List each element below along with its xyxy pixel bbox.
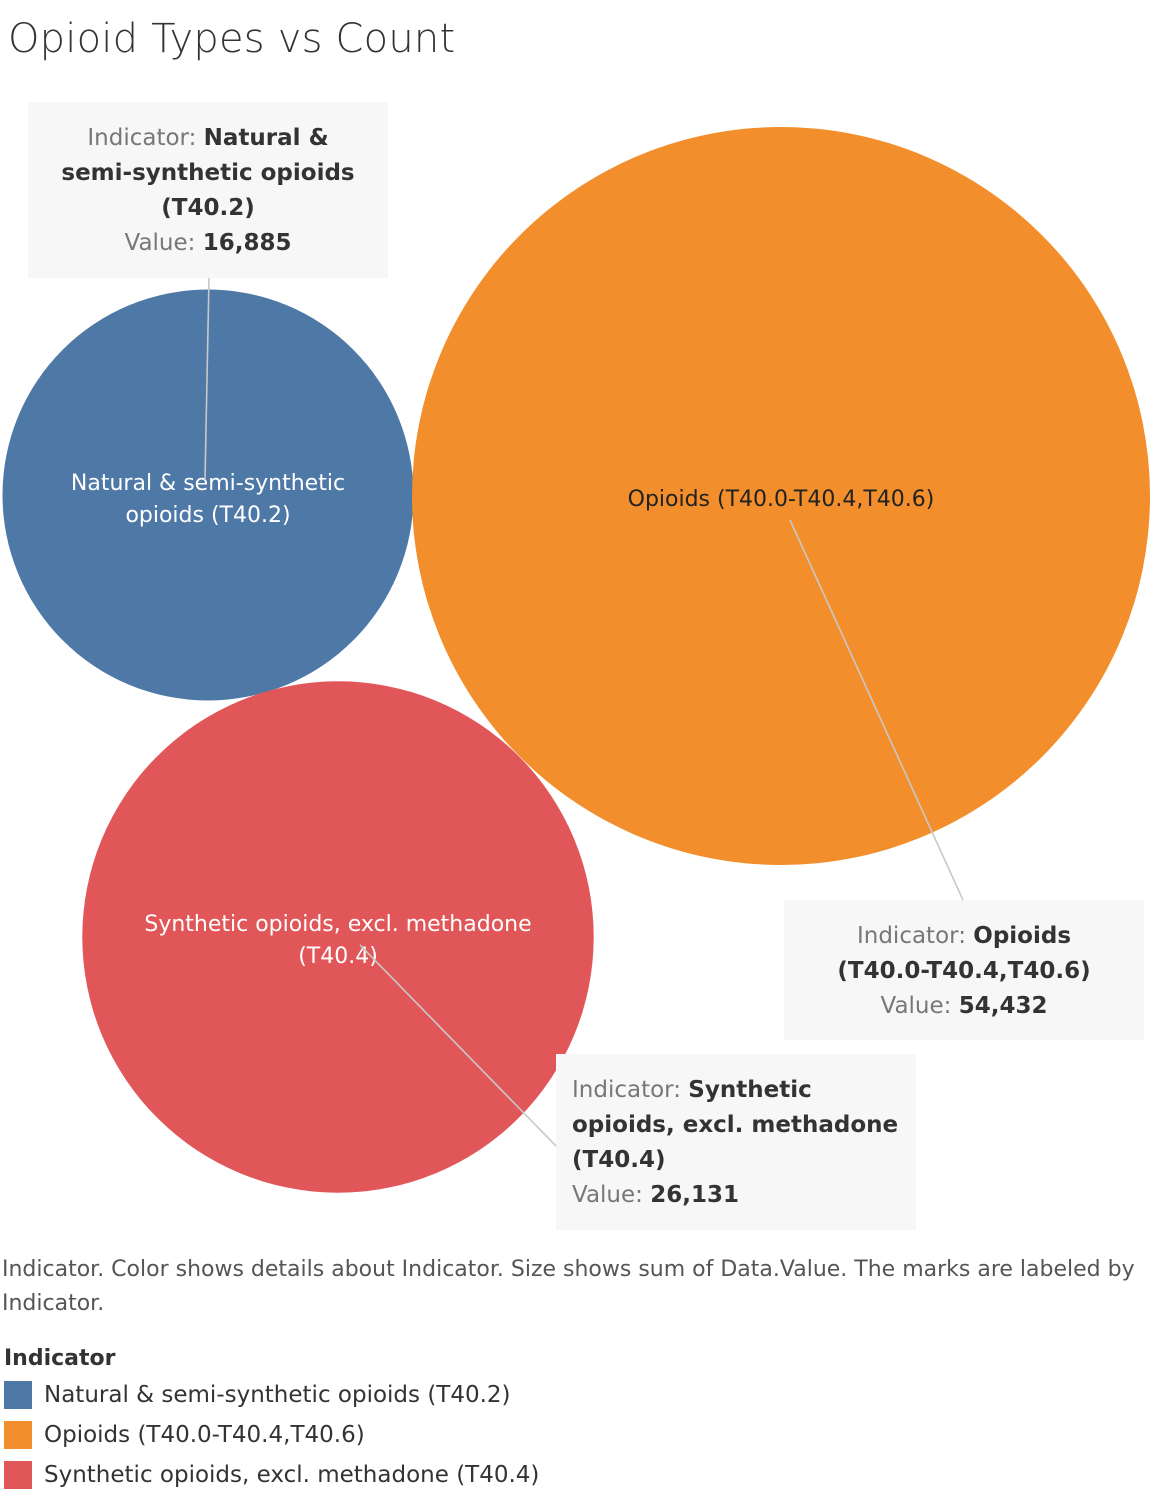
annotation-text: opioids, excl. methadone bbox=[572, 1112, 898, 1138]
legend-label: Synthetic opioids, excl. methadone (T40.… bbox=[44, 1462, 540, 1488]
bubble-mark[interactable] bbox=[82, 681, 594, 1193]
legend-item-opioids[interactable]: Opioids (T40.0-T40.4,T40.6) bbox=[4, 1415, 539, 1455]
bubble-mark[interactable] bbox=[2, 289, 414, 701]
annotation-box bbox=[784, 900, 1144, 1040]
legend: Indicator Natural & semi-synthetic opioi… bbox=[4, 1346, 539, 1495]
bubble-label: Synthetic opioids, excl. methadone bbox=[144, 912, 531, 937]
annotation-text: Value: 26,131 bbox=[572, 1182, 739, 1208]
legend-swatch bbox=[4, 1421, 32, 1449]
legend-item-natural[interactable]: Natural & semi-synthetic opioids (T40.2) bbox=[4, 1375, 539, 1415]
annotation-box bbox=[556, 1054, 916, 1230]
bubble-label: Opioids (T40.0-T40.4,T40.6) bbox=[628, 487, 935, 512]
chart-title: Opioid Types vs Count bbox=[8, 16, 456, 62]
annotation-leader-line bbox=[789, 519, 964, 901]
legend-item-synthetic[interactable]: Synthetic opioids, excl. methadone (T40.… bbox=[4, 1455, 539, 1495]
legend-label: Opioids (T40.0-T40.4,T40.6) bbox=[44, 1422, 365, 1448]
annotation-text: Indicator: Synthetic bbox=[572, 1077, 812, 1103]
annotation-box bbox=[28, 102, 388, 278]
annotation-text: Indicator: Opioids bbox=[857, 923, 1071, 949]
annotation-text: Value: 54,432 bbox=[881, 993, 1048, 1019]
bubble-label: (T40.4) bbox=[298, 944, 378, 969]
annotation-text: (T40.0-T40.4,T40.6) bbox=[837, 958, 1090, 984]
annotation-leader-line bbox=[204, 277, 210, 481]
annotation-text: semi-synthetic opioids bbox=[61, 160, 354, 186]
annotation-text: (T40.4) bbox=[572, 1147, 665, 1173]
annotation-leader-line bbox=[359, 944, 557, 1147]
chart-caption: Indicator. Color shows details about Ind… bbox=[2, 1257, 1135, 1316]
legend-label: Natural & semi-synthetic opioids (T40.2) bbox=[44, 1382, 511, 1408]
bubble-mark[interactable] bbox=[412, 127, 1150, 865]
annotation-text: Indicator: Natural & bbox=[87, 125, 328, 151]
bubble-label: opioids (T40.2) bbox=[125, 503, 290, 528]
bubble-label: Natural & semi-synthetic bbox=[71, 471, 345, 496]
bubble-chart: Natural & semi-synthetic opioids (T40.2) O… bbox=[2, 102, 1150, 1230]
annotation-text: (T40.2) bbox=[161, 195, 254, 221]
legend-swatch bbox=[4, 1381, 32, 1409]
annotation-text: Value: 16,885 bbox=[125, 230, 292, 256]
legend-title: Indicator bbox=[4, 1346, 116, 1371]
legend-swatch bbox=[4, 1461, 32, 1489]
